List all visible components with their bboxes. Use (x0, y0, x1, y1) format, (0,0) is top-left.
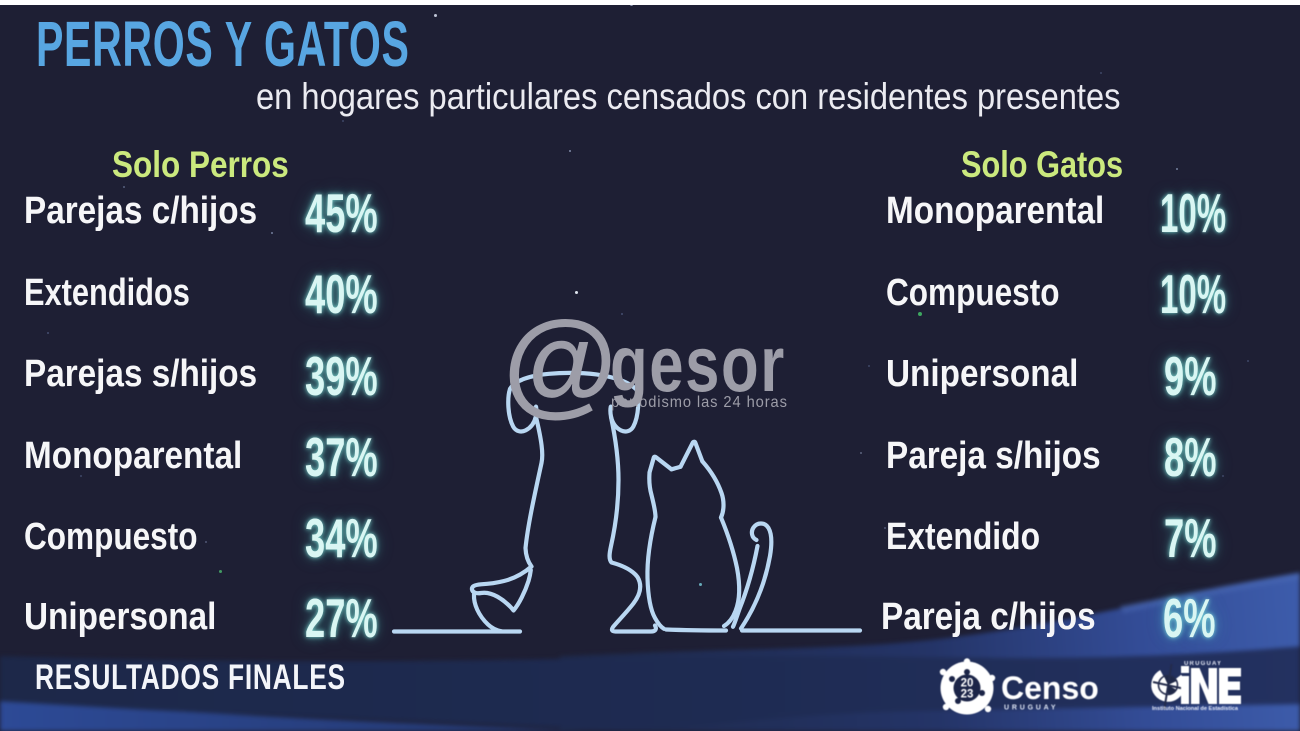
svg-text:URUGUAY: URUGUAY (1004, 705, 1058, 712)
svg-text:URUGUAY: URUGUAY (1184, 661, 1222, 667)
svg-text:Instituto Nacional de Estadíst: Instituto Nacional de Estadística (1152, 706, 1239, 712)
svg-text:23: 23 (961, 689, 974, 701)
svg-text:20: 20 (961, 678, 974, 690)
svg-text:Censo: Censo (1001, 670, 1099, 706)
